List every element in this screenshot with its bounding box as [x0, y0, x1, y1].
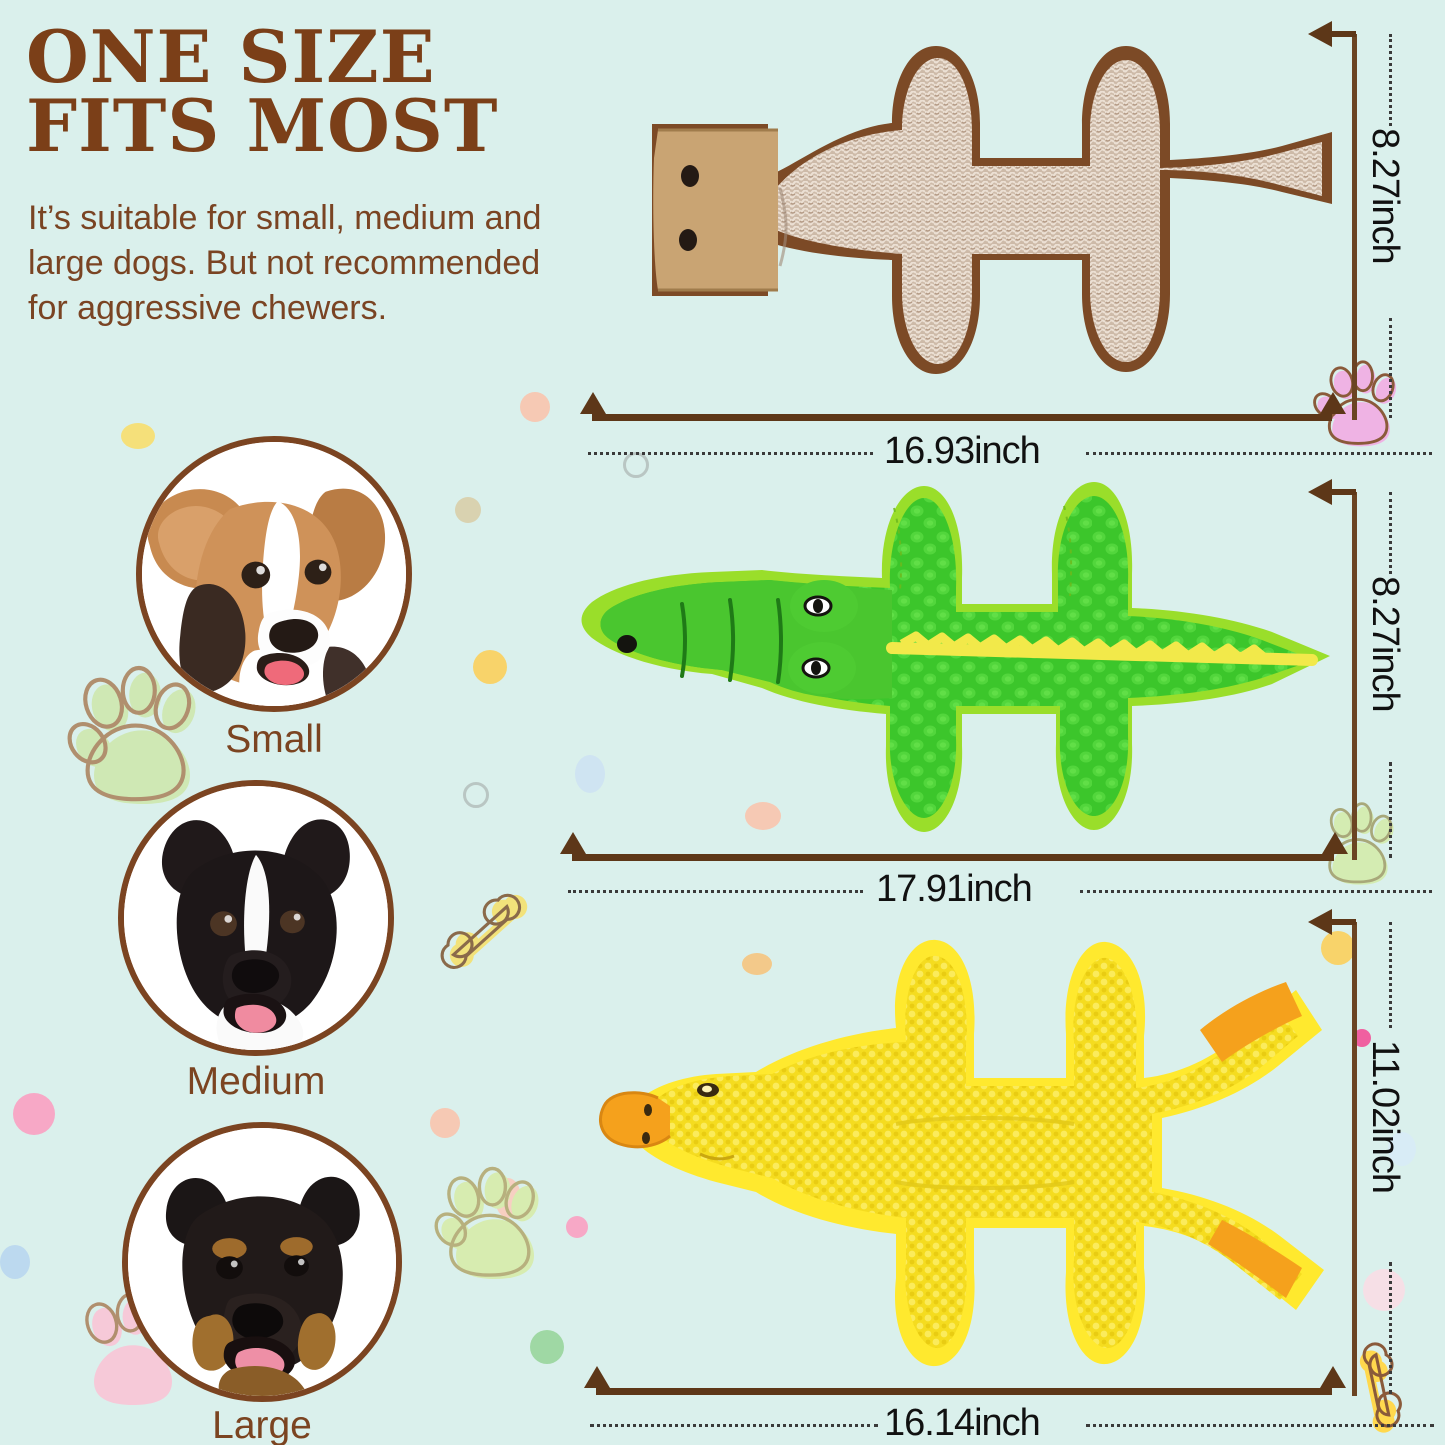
dimension-guide-top-3 — [1389, 922, 1392, 1028]
subtitle-description: It’s suitable for small, medium and larg… — [28, 199, 542, 328]
confetti-dot — [575, 755, 605, 793]
dog-portrait-small — [136, 436, 412, 712]
dimension-rule-vertical-2 — [1352, 492, 1357, 860]
dimension-arrow-right-2 — [1322, 832, 1348, 854]
confetti-dot — [430, 1108, 460, 1138]
dimension-label-width-1: 16.93inch — [884, 430, 1041, 472]
dimension-rule-vertical-cap-2 — [1330, 489, 1356, 495]
dimension-label-height-2: 8.27inch — [1364, 576, 1406, 712]
confetti-dot — [566, 1216, 588, 1238]
confetti-dot — [0, 1245, 30, 1279]
dimension-arrow-top-3 — [1308, 909, 1332, 935]
dimension-guide-top-1 — [1389, 34, 1392, 126]
dimension-arrow-top-2 — [1308, 479, 1332, 505]
confetti-dot — [1353, 1029, 1371, 1047]
confetti-dot — [1388, 1132, 1416, 1166]
dimension-label-height-1: 8.27inch — [1364, 128, 1406, 264]
confetti-dot — [530, 1330, 564, 1364]
dimension-rule-horizontal-2 — [572, 854, 1334, 861]
dimension-rule-vertical-cap-1 — [1330, 31, 1356, 37]
dimension-guide-bottom-2 — [1389, 762, 1392, 858]
dimension-guide-left-2 — [568, 890, 863, 893]
dimension-arrow-top-1 — [1308, 21, 1332, 47]
paw-print-lime-icon — [434, 1166, 539, 1279]
dimension-rule-horizontal-1 — [592, 414, 1332, 421]
confetti-ring — [463, 782, 489, 808]
confetti-dot — [455, 497, 481, 523]
dimension-arrow-right-3 — [1320, 1366, 1346, 1388]
paw-print-green-icon — [67, 665, 196, 804]
product-plush-duck-toy-beige — [652, 46, 1332, 374]
dimension-guide-top-2 — [1389, 492, 1392, 574]
dimension-guide-bottom-1 — [1389, 318, 1392, 418]
dog-portrait-large — [122, 1122, 402, 1402]
confetti-dot — [1363, 1269, 1405, 1311]
dimension-arrow-left-1 — [580, 392, 606, 414]
confetti-dot — [121, 423, 155, 449]
confetti-dot — [745, 802, 781, 830]
product-plush-duck-toy-yellow — [599, 939, 1324, 1367]
dimension-label-height-3: 11.02inch — [1364, 1040, 1406, 1193]
confetti-dot — [742, 953, 772, 975]
headline-line-1: ONE SIZE — [26, 14, 436, 99]
dog-size-label-small: Small — [225, 718, 323, 761]
headline-line-2: FITS MOST — [26, 83, 499, 169]
dimension-rule-horizontal-3 — [596, 1388, 1332, 1395]
confetti-dot — [520, 392, 550, 422]
dimension-arrow-right-1 — [1320, 392, 1346, 414]
dimension-guide-right-1 — [1086, 452, 1432, 455]
dimension-rule-vertical-3 — [1352, 922, 1357, 1396]
dog-portrait-medium — [118, 780, 394, 1056]
dimension-arrow-left-3 — [584, 1366, 610, 1388]
dimension-rule-vertical-cap-3 — [1330, 919, 1356, 925]
dimension-guide-right-2 — [1080, 890, 1432, 893]
page-title: ONE SIZE FITS MOST — [26, 21, 566, 169]
dimension-guide-left-1 — [588, 452, 873, 455]
confetti-dot — [13, 1093, 55, 1135]
dimension-arrow-left-2 — [560, 832, 586, 854]
dimension-label-width-3: 16.14inch — [884, 1402, 1041, 1444]
dimension-rule-vertical-1 — [1352, 34, 1357, 420]
confetti-dot — [473, 650, 507, 684]
dimension-guide-right-3 — [1086, 1424, 1434, 1427]
dog-size-label-large: Large — [212, 1404, 312, 1445]
product-plush-crocodile-toy-green — [581, 482, 1330, 832]
confetti-ring — [623, 452, 649, 478]
dimension-guide-left-3 — [590, 1424, 878, 1427]
bone-yellow-left-icon — [440, 893, 528, 969]
dimension-guide-bottom-3 — [1389, 1262, 1392, 1394]
dimension-label-width-2: 17.91inch — [876, 868, 1033, 910]
dog-size-label-medium: Medium — [186, 1060, 326, 1103]
confetti-dot — [1321, 931, 1355, 965]
